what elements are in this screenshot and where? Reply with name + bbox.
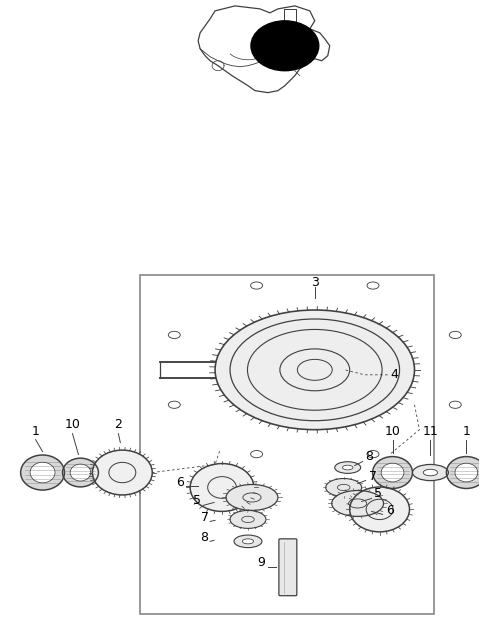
- Text: 8: 8: [366, 449, 373, 462]
- Text: 7: 7: [369, 469, 377, 482]
- Text: 5: 5: [373, 488, 382, 501]
- Ellipse shape: [31, 462, 55, 482]
- Text: 5: 5: [193, 494, 201, 508]
- Ellipse shape: [21, 455, 64, 490]
- Ellipse shape: [372, 457, 412, 489]
- Ellipse shape: [230, 511, 266, 528]
- Text: 10: 10: [64, 418, 81, 431]
- Bar: [140, 275, 434, 614]
- Ellipse shape: [382, 464, 404, 481]
- Ellipse shape: [412, 464, 448, 481]
- Ellipse shape: [93, 450, 152, 495]
- Text: 1: 1: [32, 424, 39, 438]
- Ellipse shape: [62, 458, 98, 487]
- Ellipse shape: [251, 21, 319, 71]
- Ellipse shape: [71, 464, 90, 481]
- Ellipse shape: [449, 331, 461, 339]
- Text: 7: 7: [201, 511, 209, 524]
- Text: 6: 6: [385, 504, 394, 518]
- Ellipse shape: [350, 487, 409, 532]
- Ellipse shape: [190, 464, 254, 511]
- Ellipse shape: [215, 310, 415, 429]
- Ellipse shape: [367, 451, 379, 458]
- Ellipse shape: [423, 469, 438, 476]
- Ellipse shape: [242, 539, 253, 544]
- Text: 10: 10: [384, 424, 400, 438]
- Ellipse shape: [343, 465, 353, 470]
- Ellipse shape: [326, 479, 361, 496]
- FancyBboxPatch shape: [279, 539, 297, 596]
- Text: 2: 2: [114, 418, 122, 431]
- Text: 1: 1: [462, 424, 470, 438]
- Text: 6: 6: [176, 476, 184, 489]
- Text: 4: 4: [391, 368, 398, 381]
- Text: 3: 3: [311, 276, 319, 289]
- Ellipse shape: [234, 535, 262, 548]
- Ellipse shape: [251, 282, 263, 289]
- Text: 8: 8: [200, 531, 208, 544]
- Ellipse shape: [449, 401, 461, 408]
- Text: 9: 9: [257, 556, 265, 569]
- Ellipse shape: [168, 331, 180, 339]
- Ellipse shape: [456, 464, 477, 481]
- Ellipse shape: [446, 457, 480, 489]
- Ellipse shape: [168, 401, 180, 408]
- Ellipse shape: [226, 484, 278, 511]
- Ellipse shape: [251, 451, 263, 458]
- Text: 11: 11: [422, 424, 438, 438]
- Ellipse shape: [367, 282, 379, 289]
- Ellipse shape: [335, 462, 360, 473]
- Ellipse shape: [332, 491, 384, 516]
